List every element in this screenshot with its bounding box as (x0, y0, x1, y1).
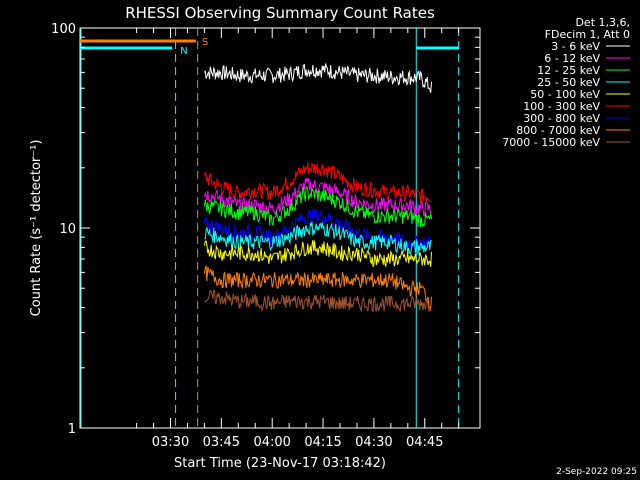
x-tick-label: 04:15 (304, 435, 341, 450)
x-tick-label: 03:45 (203, 435, 240, 450)
x-axis-label: Start Time (23-Nov-17 03:18:42) (174, 456, 386, 471)
legend-entry-label: 12 - 25 keV (537, 64, 600, 77)
y-tick-label: 1 (68, 422, 76, 437)
y-axis-label: Count Rate (s⁻¹ detector⁻¹) (29, 140, 44, 317)
series-line (203, 162, 432, 204)
legend-entry-label: 800 - 7000 keV (516, 124, 600, 137)
x-tick-label: 04:30 (355, 435, 392, 450)
legend-entry-label: 100 - 300 keV (523, 100, 600, 113)
marker-label-s: S (202, 37, 208, 48)
legend-entry-label: 50 - 100 keV (530, 88, 600, 101)
legend-entry-label: 25 - 50 keV (537, 76, 600, 89)
legend-entry-label: 7000 - 15000 keV (502, 136, 600, 149)
y-tick-label: 100 (51, 22, 76, 37)
chart-title: RHESSI Observing Summary Count Rates (125, 4, 435, 22)
footer-timestamp: 2-Sep-2022 09:25 (556, 467, 637, 477)
series-line (204, 289, 432, 313)
legend-entry-label: 3 - 6 keV (551, 40, 600, 53)
x-tick-label: 04:45 (406, 435, 443, 450)
marker-bar-s (80, 39, 196, 43)
y-axis: 1 10 100 (51, 22, 480, 437)
series-line (204, 221, 432, 256)
series-group (203, 63, 432, 313)
marker-bar-n-right (416, 46, 459, 50)
series-line (203, 265, 432, 310)
x-axis: 03:30 03:45 04:00 04:15 04:30 04:45 (136, 28, 460, 450)
series-line (204, 63, 432, 93)
series-line (203, 239, 432, 268)
legend-header: Det 1,3,6, (575, 16, 630, 29)
x-tick-label: 04:00 (253, 435, 290, 450)
series-line (203, 185, 432, 228)
legend-entry-label: 300 - 800 keV (523, 112, 600, 125)
marker-label-n: N (180, 46, 187, 57)
legend-entry-label: 6 - 12 keV (544, 52, 600, 65)
y-tick-label: 10 (59, 222, 76, 237)
legend-header: FDecim 1, Att 0 (545, 28, 630, 41)
marker-bar-n (80, 46, 173, 50)
attenuator-markers: SN (80, 37, 459, 57)
series-line (203, 208, 432, 251)
x-tick-label: 03:30 (152, 435, 189, 450)
